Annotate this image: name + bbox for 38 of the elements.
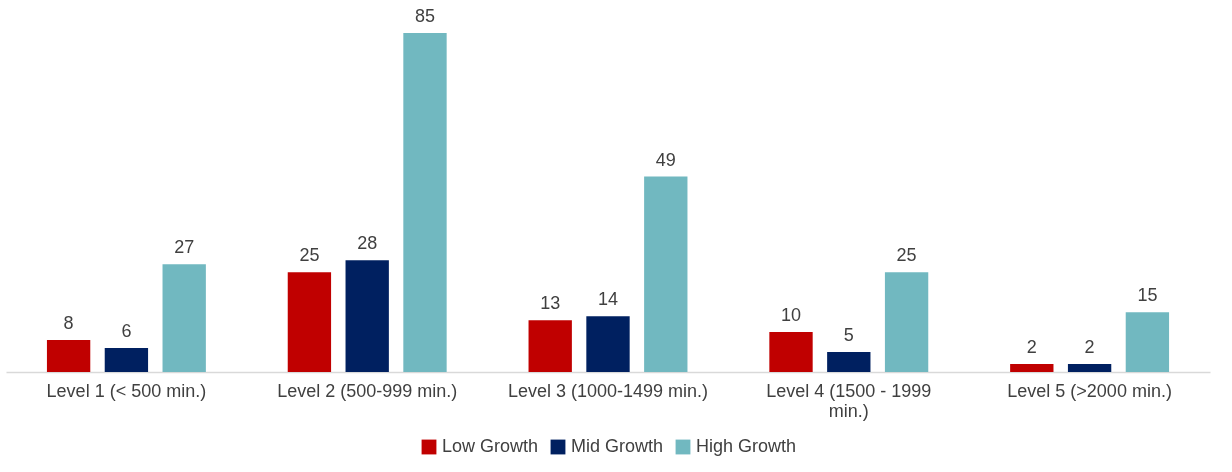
data-label: 2 <box>1026 337 1037 358</box>
data-label: 28 <box>357 233 378 254</box>
bar <box>104 348 149 372</box>
data-label: 25 <box>896 245 917 266</box>
bar <box>162 264 206 372</box>
data-label: 15 <box>1137 285 1158 306</box>
data-label: 6 <box>121 321 132 342</box>
data-label: 14 <box>597 289 619 310</box>
x-tick-label: Level 3 (1000-1499 min.) <box>507 380 709 401</box>
legend-label: Low Growth <box>442 436 539 456</box>
data-label: 25 <box>299 245 320 266</box>
bar <box>586 316 630 372</box>
bar <box>769 332 813 372</box>
x-tick-label: Level 2 (500-999 min.) <box>277 380 458 401</box>
data-label: 13 <box>540 293 561 314</box>
bar <box>1067 364 1112 372</box>
bar <box>884 272 929 372</box>
x-tick-label: Level 1 (< 500 min.) <box>46 380 207 401</box>
bar <box>287 272 332 372</box>
data-label: 2 <box>1084 337 1095 358</box>
bar <box>1125 312 1170 372</box>
data-label: 49 <box>655 149 676 170</box>
data-label: 5 <box>843 325 854 346</box>
x-tick-label: Level 5 (>2000 min.) <box>1007 380 1172 401</box>
bar <box>46 340 91 372</box>
data-label: 85 <box>414 6 436 26</box>
bar <box>345 260 389 372</box>
bar <box>827 352 871 372</box>
x-tick-label: Level 4 (1500 - 1999 min.) <box>766 380 932 421</box>
bar <box>403 33 447 372</box>
data-label: 8 <box>63 313 74 334</box>
bar <box>1010 364 1054 372</box>
legend-label: Mid Growth <box>571 436 664 456</box>
bar <box>528 320 572 372</box>
legend-label: High Growth <box>696 436 797 456</box>
data-label: 27 <box>174 237 195 258</box>
bar <box>644 176 688 372</box>
data-label: 10 <box>780 305 802 326</box>
